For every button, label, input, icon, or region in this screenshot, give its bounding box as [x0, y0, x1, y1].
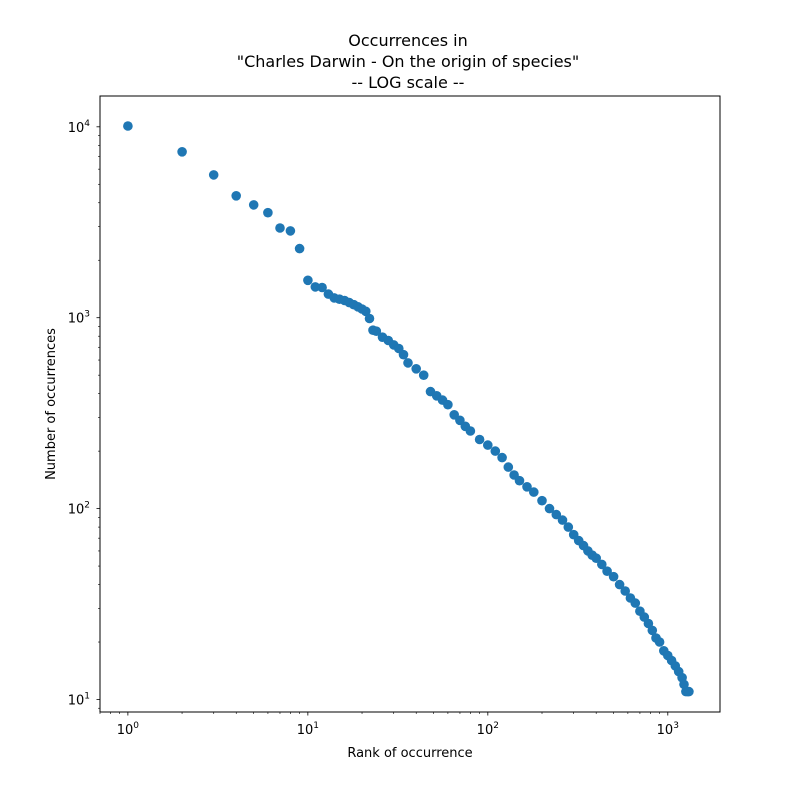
scatter-point-8: [294, 243, 305, 254]
scatter-point-29: [403, 358, 413, 368]
plot-frame: [99, 95, 721, 713]
scatter-point-62: [608, 571, 619, 582]
scatter-point-39: [465, 426, 476, 436]
scatter-point-60: [597, 559, 607, 570]
scatter-point-0: [123, 121, 133, 131]
x-tick-label-1: 101: [297, 721, 319, 738]
y-tick-label-3: 104: [68, 119, 91, 136]
scatter-point-23: [371, 326, 382, 337]
scatter-point-82: [684, 686, 694, 697]
y-axis-label: Number of occurrences: [44, 328, 59, 480]
scatter-point-5: [263, 207, 273, 218]
y-tick-label-2: 103: [68, 310, 90, 327]
x-tick-label-2: 102: [477, 721, 499, 738]
scatter-point-51: [551, 509, 562, 520]
scatter-point-72: [654, 637, 665, 647]
scatter-point-79: [679, 679, 689, 690]
scatter-point-50: [544, 503, 555, 514]
scatter-point-61: [602, 566, 612, 576]
x-axis-label: Rank of occurrence: [347, 746, 472, 761]
scatter-point-52: [557, 515, 568, 525]
scatter-point-28: [398, 349, 409, 360]
scatter-point-48: [529, 487, 539, 497]
scatter-point-2: [208, 170, 219, 180]
scatter-point-63: [614, 579, 625, 590]
x-tick-label-3: 103: [657, 721, 679, 738]
scatter-point-70: [647, 625, 658, 636]
scatter-point-41: [483, 440, 493, 450]
scatter-point-49: [537, 495, 547, 506]
scatter-point-6: [275, 223, 285, 233]
chart-title-line-2: "Charles Darwin - On the origin of speci…: [237, 52, 580, 71]
y-tick-label-0: 101: [68, 691, 90, 708]
scatter-point-1: [177, 147, 187, 157]
chart-title-line-1: Occurrences in: [348, 31, 467, 50]
scatter-point-4: [248, 200, 259, 210]
y-tick-label-1: 102: [68, 501, 90, 518]
scatter-point-59: [591, 553, 601, 563]
scatter-point-40: [474, 434, 485, 445]
scatter-point-20: [361, 306, 371, 317]
scatter-point-9: [303, 275, 313, 286]
scatter-point-44: [503, 462, 514, 472]
scatter-point-21: [364, 313, 375, 324]
scatter-point-53: [563, 522, 574, 532]
scatter-point-64: [620, 586, 630, 596]
scatter-point-42: [490, 446, 501, 456]
scatter-point-35: [443, 399, 453, 410]
scatter-point-11: [317, 282, 327, 293]
scatter-point-66: [630, 598, 641, 608]
scatter-point-31: [418, 370, 429, 381]
chart-title-line-3: -- LOG scale --: [352, 73, 465, 92]
scatter-point-7: [285, 226, 296, 236]
x-tick-label-0: 100: [117, 721, 140, 738]
scatter-point-3: [231, 191, 241, 201]
scatter-point-30: [411, 364, 422, 374]
scatter-points: [123, 121, 694, 697]
axis-ticks: 100 101 102 103 101 102 103 104: [68, 119, 679, 738]
scatter-point-47: [522, 482, 532, 492]
scatter-point-46: [514, 475, 525, 486]
scatter-point-43: [497, 452, 507, 463]
